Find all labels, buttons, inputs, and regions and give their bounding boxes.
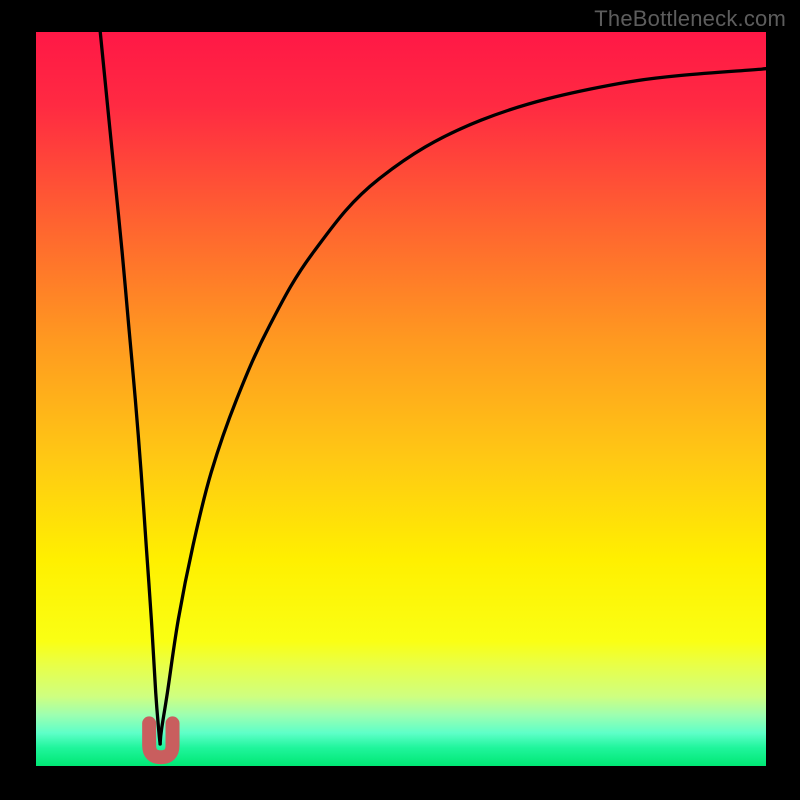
bottleneck-chart bbox=[36, 32, 766, 766]
chart-frame bbox=[36, 32, 766, 766]
watermark-text: TheBottleneck.com bbox=[594, 6, 786, 32]
gradient-background bbox=[36, 32, 766, 766]
